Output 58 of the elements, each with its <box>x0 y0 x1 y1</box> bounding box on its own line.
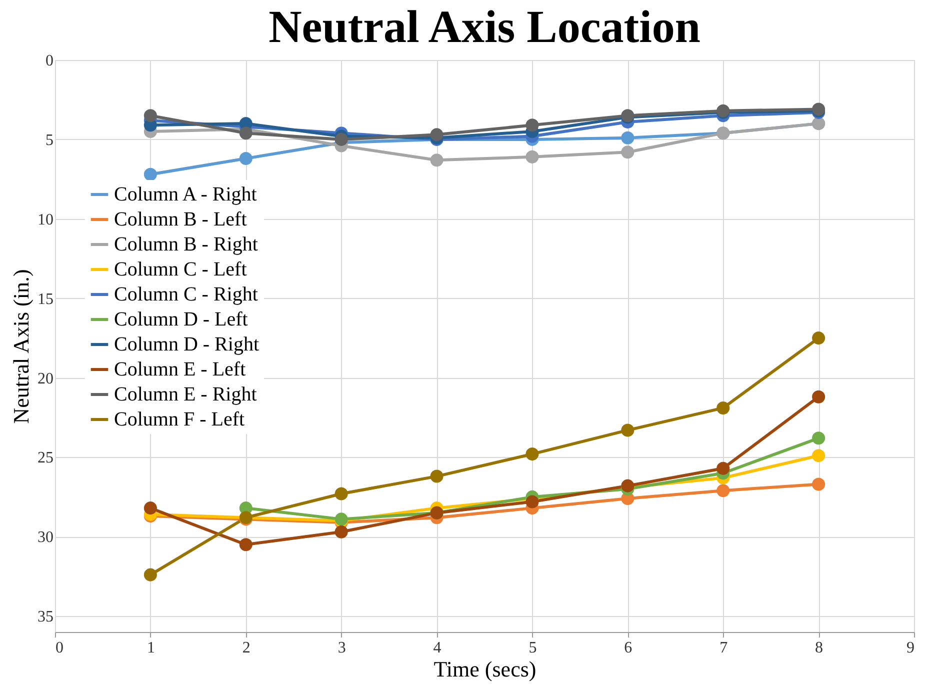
y-tick-label: 30 <box>38 529 54 546</box>
point <box>144 502 157 515</box>
legend-label: Column B - Right <box>114 234 258 256</box>
y-axis-title: Neutral Axis (in.) <box>8 269 34 424</box>
chart-title: Neutral Axis Location <box>268 1 700 52</box>
point <box>716 401 730 414</box>
y-tick-label: 35 <box>38 608 54 626</box>
point <box>430 470 444 483</box>
x-axis-title: Time (secs) <box>434 656 536 682</box>
point <box>526 150 539 164</box>
x-tick-label: 4 <box>433 640 442 656</box>
point <box>812 449 826 462</box>
point <box>621 146 634 159</box>
legend-label: Column D - Right <box>114 334 260 356</box>
point <box>430 154 444 167</box>
point <box>334 487 348 500</box>
point <box>812 390 826 404</box>
point <box>239 152 252 166</box>
y-tick-label: 0 <box>46 52 54 70</box>
legend-label: Column E - Left <box>114 358 246 380</box>
y-tick-label: 5 <box>46 132 54 149</box>
point <box>526 448 539 461</box>
y-tick-label: 15 <box>38 290 54 308</box>
y-tick-label: 10 <box>38 211 54 228</box>
point <box>239 538 252 552</box>
x-tick-label: 3 <box>338 640 346 656</box>
legend-label: Column C - Left <box>114 258 248 280</box>
point <box>621 424 634 437</box>
y-tick-label: 20 <box>38 370 54 388</box>
x-tick-label: 8 <box>815 640 824 656</box>
x-tick-label: 5 <box>528 640 537 656</box>
legend-label: Column F - Left <box>114 408 245 430</box>
legend-label: Column B - Left <box>114 208 248 230</box>
point <box>812 432 826 445</box>
point <box>526 118 539 132</box>
point <box>334 525 348 538</box>
point <box>144 168 157 181</box>
x-tick-label: 1 <box>146 640 155 656</box>
point <box>430 128 444 142</box>
point <box>812 332 826 345</box>
x-tick-label: 2 <box>242 640 250 656</box>
x-tick-label: 7 <box>720 640 728 656</box>
legend-label: Column C - Right <box>114 284 258 306</box>
legend-label: Column A - Right <box>114 184 258 206</box>
point <box>716 462 730 475</box>
point <box>144 568 157 582</box>
point <box>812 478 826 491</box>
x-tick-label: 9 <box>906 640 914 656</box>
point <box>526 495 539 508</box>
legend-label: Column D - Left <box>114 308 248 330</box>
point <box>716 484 730 498</box>
point <box>621 131 634 144</box>
point <box>144 109 157 122</box>
point <box>239 126 252 140</box>
x-tick-label: 6 <box>624 640 632 656</box>
legend-label: Column E - Right <box>114 384 258 406</box>
y-tick-label: 25 <box>38 450 54 467</box>
point <box>334 132 348 146</box>
